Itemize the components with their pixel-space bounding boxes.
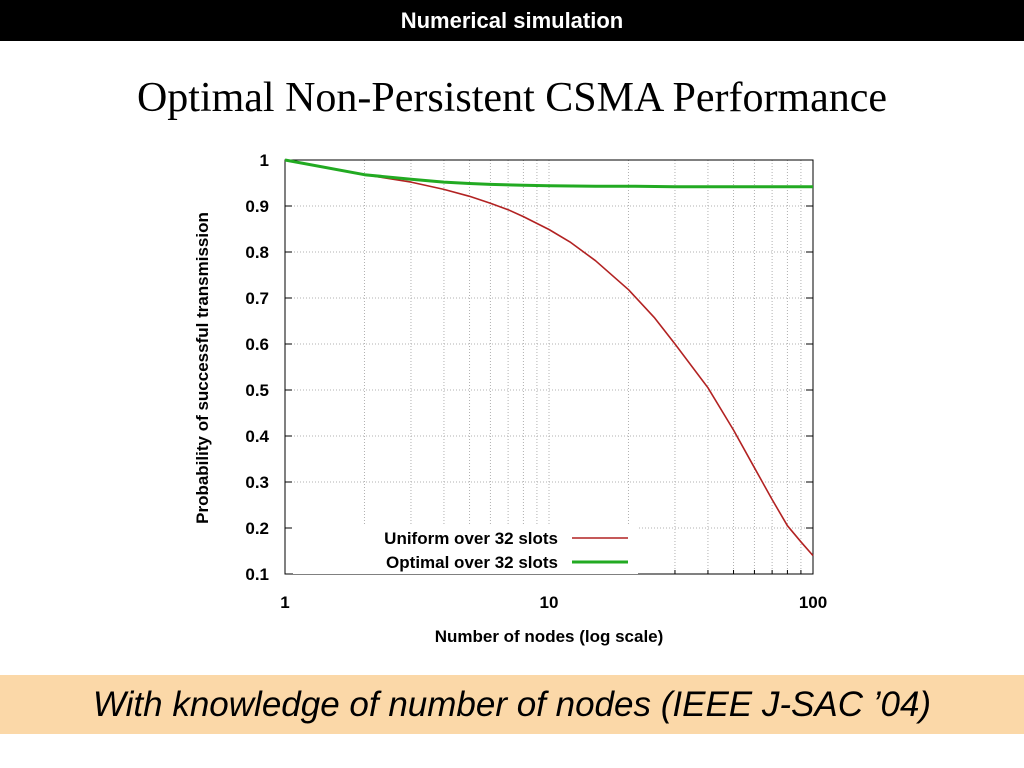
- y-tick-label: 1: [260, 151, 269, 170]
- legend-label: Optimal over 32 slots: [386, 553, 558, 572]
- legend-label: Uniform over 32 slots: [384, 529, 558, 548]
- caption-text: With knowledge of number of nodes (IEEE …: [92, 685, 932, 724]
- caption-bar: With knowledge of number of nodes (IEEE …: [0, 675, 1024, 734]
- chart: 0.1 0.2 0.3 0.4 0.5 0.6 0.7 0.8 0.9 1 1 10 100 Unifo…: [193, 151, 827, 646]
- y-tick-label: 0.8: [245, 243, 269, 262]
- slide-header-bar: Numerical simulation: [0, 0, 1024, 41]
- y-tick-label: 0.3: [245, 473, 269, 492]
- legend-background: [293, 524, 638, 574]
- y-tick-label: 0.2: [245, 519, 269, 538]
- chart-legend: Uniform over 32 slots Optimal over 32 slo…: [293, 524, 638, 574]
- series-line-uniform: [284, 159, 814, 557]
- chart-series: [284, 158, 814, 557]
- x-axis-label: Number of nodes (log scale): [435, 627, 664, 646]
- x-tick-label: 1: [280, 593, 289, 612]
- y-tick-label: 0.7: [245, 289, 269, 308]
- chart-ticks: 0.1 0.2 0.3 0.4 0.5 0.6 0.7 0.8 0.9 1 1 10 100: [245, 151, 827, 612]
- y-tick-label: 0.4: [245, 427, 269, 446]
- x-tick-label: 100: [799, 593, 827, 612]
- series-line-optimal: [284, 158, 813, 189]
- slide-title: Optimal Non-Persistent CSMA Performance: [136, 75, 888, 121]
- y-axis-label: Probability of successful transmission: [193, 212, 212, 524]
- chart-grid: [285, 160, 813, 574]
- y-tick-label: 0.9: [245, 197, 269, 216]
- y-tick-label: 0.6: [245, 335, 269, 354]
- x-tick-label: 10: [540, 593, 559, 612]
- y-tick-label: 0.1: [245, 565, 269, 584]
- y-tick-label: 0.5: [245, 381, 269, 400]
- slide-header-title: Numerical simulation: [400, 8, 624, 33]
